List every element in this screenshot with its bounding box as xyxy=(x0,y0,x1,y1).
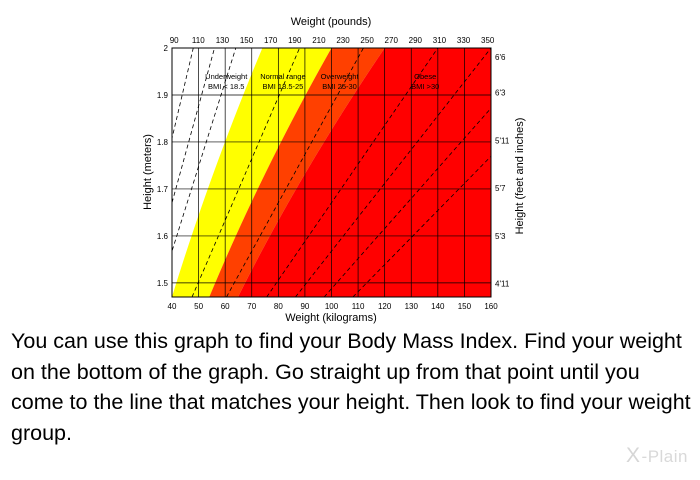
x-tick-label: 40 xyxy=(168,302,177,311)
bmi-dashed-line xyxy=(295,48,491,297)
tick-labels: 40 50 60 70 80 90 100 110 120 130 140 150 160 90 110 13… xyxy=(157,36,510,311)
bmi-dashed-line xyxy=(226,48,364,297)
bmi-dashed-lines xyxy=(172,48,491,297)
zone-overweight xyxy=(209,48,385,297)
zone-label-range: BMI 18.5-25 xyxy=(262,82,303,91)
x2-tick-label: 130 xyxy=(216,36,230,45)
y2-axis-title: Height (feet and inches) xyxy=(514,118,526,235)
zone-label-range: BMI 25-30 xyxy=(322,82,357,91)
x2-axis-title: Weight (pounds) xyxy=(291,16,372,28)
y-tick-label: 1.7 xyxy=(157,185,169,194)
x-tick-label: 120 xyxy=(378,302,392,311)
x2-tick-label: 290 xyxy=(409,36,423,45)
x2-tick-label: 110 xyxy=(192,36,205,45)
x2-tick-label: 330 xyxy=(457,36,471,45)
zone-label-range: BMI < 18.5 xyxy=(208,82,244,91)
x2-tick-label: 270 xyxy=(385,36,399,45)
plot-frame xyxy=(171,47,492,298)
bmi-dashed-line xyxy=(352,155,491,297)
y-axis-title: Height (meters) xyxy=(142,134,154,210)
x-tick-label: 130 xyxy=(405,302,419,311)
instructions-text: You can use this graph to find your Body… xyxy=(11,329,691,445)
x-axis-title: Weight (kilograms) xyxy=(285,312,377,324)
x-tick-label: 90 xyxy=(300,302,309,311)
x2-tick-label: 170 xyxy=(264,36,278,45)
x2-tick-label: 190 xyxy=(288,36,302,45)
y2-tick-label: 6'3 xyxy=(495,89,506,98)
logo-mark: X xyxy=(626,444,641,467)
x2-tick-label: 150 xyxy=(240,36,254,45)
bmi-dashed-line xyxy=(266,48,439,297)
zone-label-name: Normal range xyxy=(260,72,305,81)
x2-tick-label: 310 xyxy=(433,36,447,45)
bmi-dashed-line xyxy=(172,48,237,253)
bmi-dashed-line xyxy=(172,48,215,205)
bmi-dashed-line xyxy=(172,48,194,141)
y2-tick-label: 5'7 xyxy=(495,184,506,193)
y-tick-label: 1.8 xyxy=(157,138,169,147)
x-tick-label: 70 xyxy=(247,302,256,311)
logo-name: -Plain xyxy=(641,447,688,466)
x-tick-label: 60 xyxy=(221,302,230,311)
y-tick-label: 1.5 xyxy=(157,279,169,288)
zone-label-name: Overweight xyxy=(321,72,360,81)
x-tick-label: 110 xyxy=(352,302,365,311)
y-tick-label: 1.6 xyxy=(157,232,169,241)
zone-underweight xyxy=(172,48,263,297)
zone-label-range: BMI >30 xyxy=(411,82,439,91)
chart-grid xyxy=(172,48,491,297)
x2-tick-label: 210 xyxy=(312,36,326,45)
x-tick-label: 150 xyxy=(458,302,472,311)
x-tick-label: 140 xyxy=(431,302,445,311)
zone-label-name: Obese xyxy=(414,72,436,81)
bmi-chart: 40 50 60 70 80 90 100 110 120 130 140 150 160 90 110 13… xyxy=(142,16,526,324)
zone-label-name: Underweight xyxy=(205,72,248,81)
y2-tick-label: 5'11 xyxy=(495,136,510,145)
x2-tick-label: 90 xyxy=(170,36,179,45)
x2-tick-label: 350 xyxy=(481,36,495,45)
x-tick-label: 80 xyxy=(274,302,283,311)
y2-tick-label: 6'6 xyxy=(495,53,506,62)
x-plain-logo: X-Plain xyxy=(626,444,688,468)
x-tick-label: 100 xyxy=(325,302,339,311)
y2-tick-label: 4'11 xyxy=(495,280,510,289)
x-tick-label: 50 xyxy=(194,302,203,311)
x2-tick-label: 230 xyxy=(336,36,350,45)
x2-tick-label: 250 xyxy=(360,36,374,45)
y-tick-label: 1.9 xyxy=(157,91,169,100)
x-tick-label: 160 xyxy=(484,302,498,311)
bmi-dashed-line xyxy=(191,48,300,297)
y-tick-label: 2 xyxy=(164,44,169,53)
zone-obese xyxy=(237,48,491,297)
y2-tick-label: 5'3 xyxy=(495,232,506,241)
